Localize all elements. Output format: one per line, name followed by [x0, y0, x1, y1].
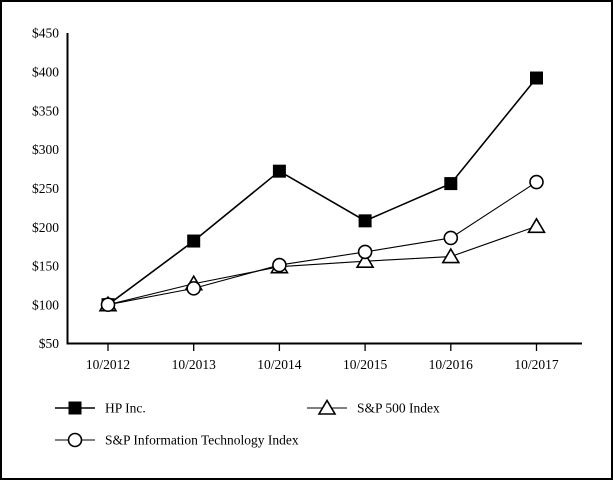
- y-axis-tick-label: $200: [32, 220, 59, 235]
- y-axis-tick-label: $400: [32, 65, 59, 80]
- y-axis-tick-label: $50: [39, 336, 60, 351]
- data-point-hp-inc-10-2016: [444, 177, 458, 191]
- series-line-s-p-500-index: [107, 225, 537, 306]
- x-axis-tick-label: 10/2012: [86, 357, 130, 372]
- x-axis-tick-label: 10/2013: [172, 357, 217, 372]
- series-markers: [98, 71, 546, 312]
- data-point-s-p-information-technology-index-10-2016: [443, 230, 459, 246]
- legend-item-s-p-500-index: S&P 500 Index: [307, 398, 440, 416]
- data-point-s-p-500-index-10-2015: [355, 252, 375, 269]
- series-lines: [107, 77, 538, 306]
- legend-label: S&P Information Technology Index: [105, 433, 299, 448]
- axes: [66, 33, 582, 345]
- legend-label: HP Inc.: [105, 401, 146, 416]
- x-axis-tick-labels: 10/2012 10/2013 10/2014 10/2015 10/2016 10/20…: [86, 344, 559, 372]
- series-line-s-p-information-technology-index: [107, 181, 537, 306]
- y-axis-tick-label: $450: [32, 26, 59, 41]
- legend-item-s-p-information-technology-index: S&P Information Technology Index: [55, 432, 299, 448]
- y-axis-tick-labels: $450 $400 $350 $300 $250 $200 $150 $100 $50: [32, 26, 59, 352]
- legend-marker-square-icon: [68, 401, 82, 415]
- x-axis-tick-label: 10/2017: [514, 357, 559, 372]
- x-axis-tick-label: 10/2014: [257, 357, 302, 372]
- legend: HP Inc. S&P 500 Index S&P Information Tech…: [55, 398, 440, 448]
- y-axis-tick-label: $150: [32, 259, 59, 274]
- series-line-hp-inc: [107, 77, 538, 306]
- data-point-hp-inc-10-2014: [272, 164, 286, 178]
- x-axis-tick-label: 10/2016: [429, 357, 474, 372]
- y-axis-tick-label: $250: [32, 181, 59, 196]
- legend-label: S&P 500 Index: [357, 401, 440, 416]
- legend-marker-circle-icon: [67, 432, 83, 448]
- y-axis-tick-label: $350: [32, 103, 59, 118]
- y-axis-tick-label: $100: [32, 297, 59, 312]
- legend-marker-triangle-icon: [317, 398, 337, 415]
- x-axis-tick-label: 10/2015: [343, 357, 388, 372]
- data-point-s-p-information-technology-index-10-2014: [272, 257, 287, 273]
- legend-item-hp-inc: HP Inc.: [55, 401, 146, 416]
- data-point-hp-inc-10-2017: [530, 71, 543, 85]
- data-point-s-p-500-index-10-2016: [441, 247, 461, 264]
- data-point-s-p-500-index-10-2017: [527, 217, 546, 234]
- data-point-hp-inc-10-2015: [358, 214, 372, 228]
- data-point-s-p-information-technology-index-10-2013: [186, 281, 201, 296]
- data-point-hp-inc-10-2013: [187, 234, 201, 248]
- y-axis-tick-label: $300: [32, 142, 59, 157]
- data-point-s-p-information-technology-index-10-2012: [100, 297, 116, 312]
- data-point-s-p-information-technology-index-10-2015: [357, 244, 373, 260]
- data-point-s-p-information-technology-index-10-2017: [529, 174, 544, 190]
